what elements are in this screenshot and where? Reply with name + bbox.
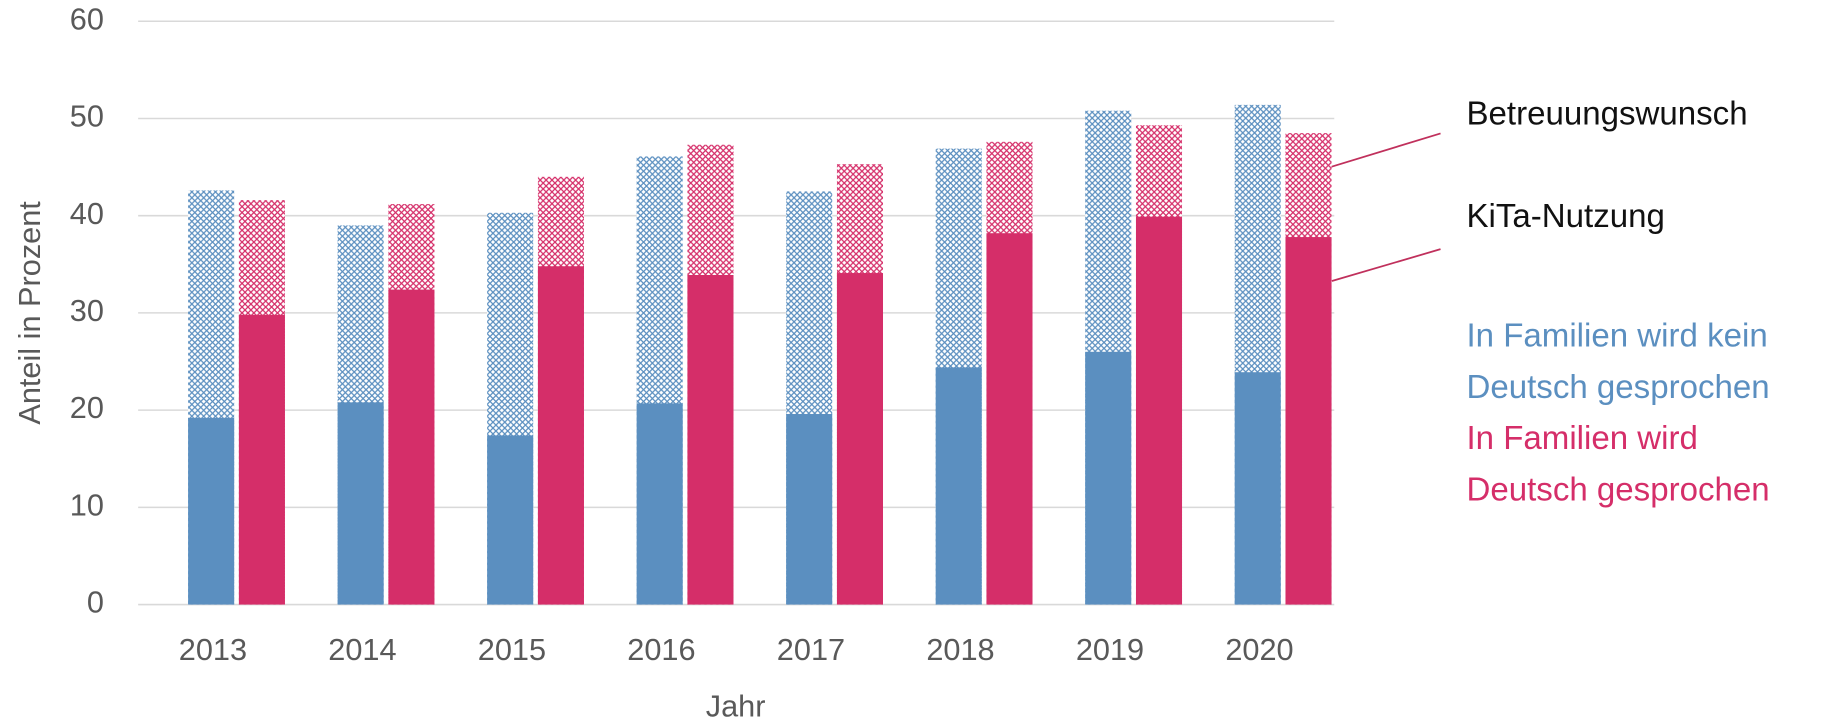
x-axis-label: Jahr <box>706 689 766 721</box>
usage-bar <box>986 233 1033 605</box>
y-tick-label: 20 <box>70 390 104 425</box>
usage-bar <box>537 266 584 605</box>
y-tick-label: 10 <box>70 487 104 522</box>
y-axis-label: Anteil in Prozent <box>12 201 47 425</box>
x-tick-label: 2018 <box>926 632 994 667</box>
usage-bar <box>1285 237 1332 605</box>
y-tick-label: 50 <box>70 99 104 134</box>
legend-label: Deutsch gesprochen <box>1467 472 1770 509</box>
y-tick-label: 60 <box>70 1 104 36</box>
usage-label: KiTa-Nutzung <box>1467 198 1665 235</box>
x-tick-label: 2015 <box>478 632 546 667</box>
annotation-line <box>1328 132 1441 169</box>
legend-label: In Familien wird kein <box>1467 317 1768 354</box>
y-tick-label: 40 <box>70 196 104 231</box>
annotation-line <box>1331 248 1441 282</box>
usage-bar <box>188 417 235 605</box>
x-tick-label: 2013 <box>179 632 247 667</box>
wish-label: Betreuungswunsch <box>1467 95 1748 132</box>
usage-bar <box>388 289 435 605</box>
usage-bar <box>836 273 883 605</box>
usage-bar <box>337 402 384 605</box>
legend-label: Deutsch gesprochen <box>1467 369 1770 406</box>
usage-bar <box>238 314 285 605</box>
usage-bar <box>687 275 734 605</box>
usage-bar <box>636 403 683 605</box>
legend-label: In Familien wird <box>1467 420 1698 457</box>
usage-bar <box>1085 351 1132 605</box>
x-tick-label: 2014 <box>328 632 396 667</box>
x-tick-label: 2016 <box>627 632 695 667</box>
x-tick-label: 2019 <box>1076 632 1144 667</box>
x-tick-label: 2017 <box>777 632 845 667</box>
x-tick-label: 2020 <box>1225 632 1293 667</box>
usage-bar <box>935 367 982 605</box>
y-tick-label: 30 <box>70 293 104 328</box>
usage-bar <box>1135 216 1183 605</box>
y-tick-label: 0 <box>87 585 104 620</box>
usage-bar <box>1234 372 1281 605</box>
usage-bar <box>786 414 833 605</box>
usage-bar <box>487 435 534 605</box>
